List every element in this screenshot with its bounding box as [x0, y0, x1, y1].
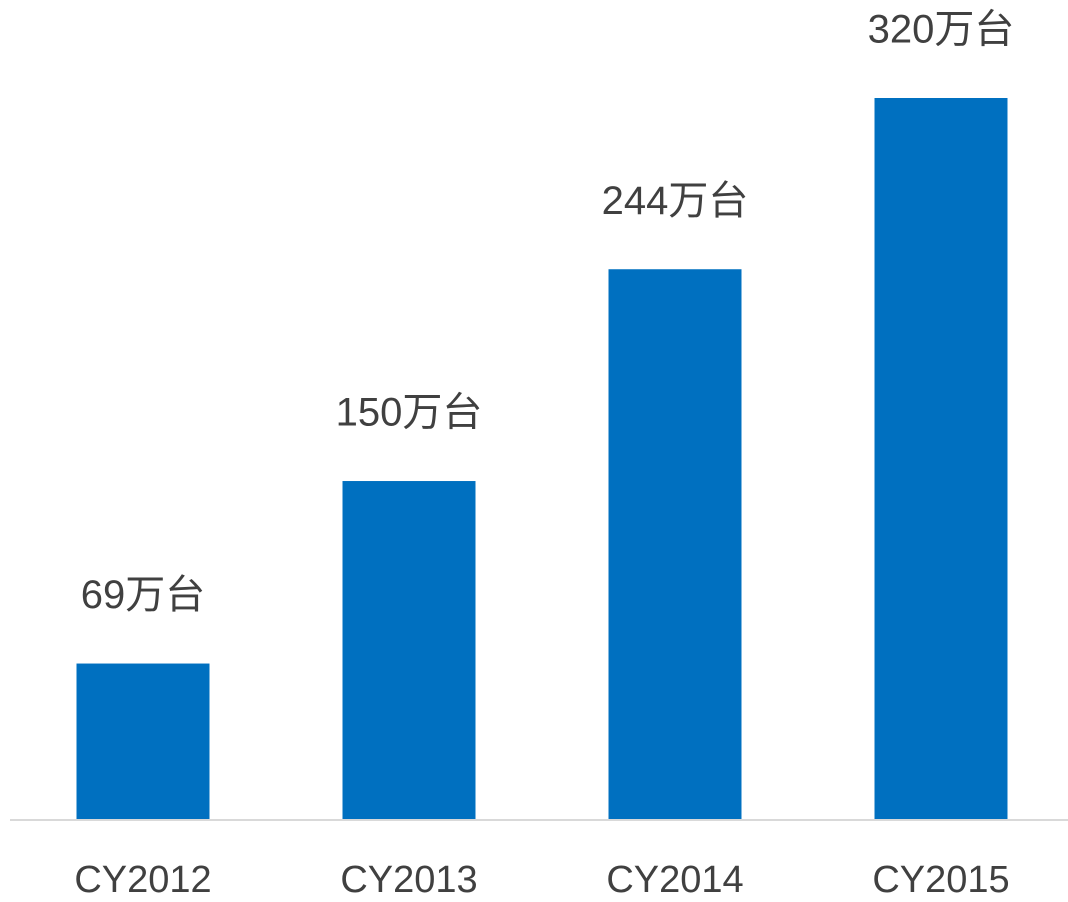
- value-label: 320万台: [868, 8, 1015, 52]
- bar: [342, 481, 476, 819]
- x-tick-label: CY2014: [606, 859, 743, 901]
- bar: [874, 98, 1008, 819]
- x-tick-label: CY2015: [872, 859, 1009, 901]
- value-label: 69万台: [81, 573, 206, 617]
- x-tick-label: CY2013: [340, 859, 477, 901]
- value-label: 150万台: [336, 391, 483, 435]
- bar: [76, 663, 210, 819]
- x-tick-label: CY2012: [74, 859, 211, 901]
- bar: [608, 269, 742, 819]
- value-label: 244万台: [602, 179, 749, 223]
